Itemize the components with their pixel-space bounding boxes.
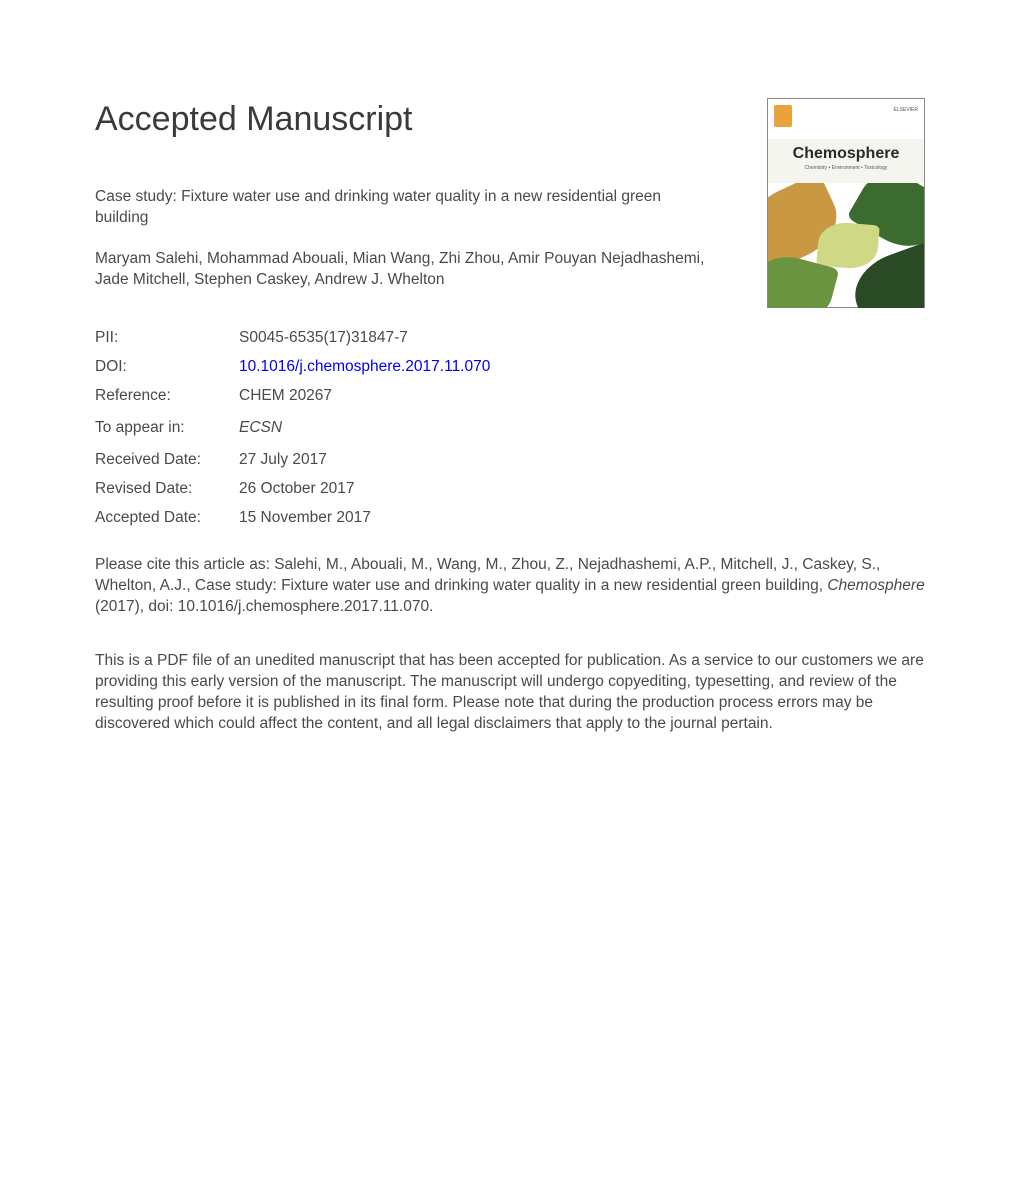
leaf-icon <box>816 220 880 270</box>
meta-row-revised: Revised Date: 26 October 2017 <box>95 480 925 498</box>
journal-cover-thumbnail: ELSEVIER Chemosphere Chemistry • Environ… <box>767 98 925 308</box>
citation-suffix: (2017), doi: 10.1016/j.chemosphere.2017.… <box>95 598 433 615</box>
meta-row-pii: PII: S0045-6535(17)31847-7 <box>95 329 925 347</box>
citation-prefix: Please cite this article as: Salehi, M.,… <box>95 556 880 594</box>
meta-value: S0045-6535(17)31847-7 <box>239 329 925 347</box>
article-title: Case study: Fixture water use and drinki… <box>95 187 715 229</box>
meta-label: Accepted Date: <box>95 509 239 527</box>
meta-label: PII: <box>95 329 239 347</box>
citation-text: Please cite this article as: Salehi, M.,… <box>95 555 925 618</box>
cover-publisher-label: ELSEVIER <box>894 107 918 113</box>
meta-label: Received Date: <box>95 451 239 469</box>
meta-row-accepted: Accepted Date: 15 November 2017 <box>95 509 925 527</box>
meta-label: To appear in: <box>95 419 239 437</box>
meta-value: 15 November 2017 <box>239 509 925 527</box>
meta-label: DOI: <box>95 358 239 376</box>
meta-row-received: Received Date: 27 July 2017 <box>95 451 925 469</box>
elsevier-logo-icon <box>774 105 792 127</box>
journal-subtitle: Chemistry • Environment • Toxicology <box>768 165 924 171</box>
meta-row-toappear: To appear in: ECSN <box>95 419 925 437</box>
meta-label: Revised Date: <box>95 480 239 498</box>
disclaimer-text: This is a PDF file of an unedited manusc… <box>95 651 925 735</box>
meta-value: CHEM 20267 <box>239 387 925 405</box>
journal-name: Chemosphere <box>768 145 924 163</box>
meta-row-doi: DOI: 10.1016/j.chemosphere.2017.11.070 <box>95 358 925 376</box>
metadata-table: PII: S0045-6535(17)31847-7 DOI: 10.1016/… <box>95 329 925 527</box>
meta-value: 26 October 2017 <box>239 480 925 498</box>
cover-title-bar: Chemosphere Chemistry • Environment • To… <box>768 139 924 183</box>
meta-value: 27 July 2017 <box>239 451 925 469</box>
citation-journal-name: Chemosphere <box>827 577 924 594</box>
cover-image-area <box>768 183 924 308</box>
meta-value: ECSN <box>239 419 925 437</box>
cover-top-bar: ELSEVIER <box>768 99 924 139</box>
author-list: Maryam Salehi, Mohammad Abouali, Mian Wa… <box>95 249 715 291</box>
meta-label: Reference: <box>95 387 239 405</box>
doi-link[interactable]: 10.1016/j.chemosphere.2017.11.070 <box>239 358 925 376</box>
meta-row-reference: Reference: CHEM 20267 <box>95 387 925 405</box>
